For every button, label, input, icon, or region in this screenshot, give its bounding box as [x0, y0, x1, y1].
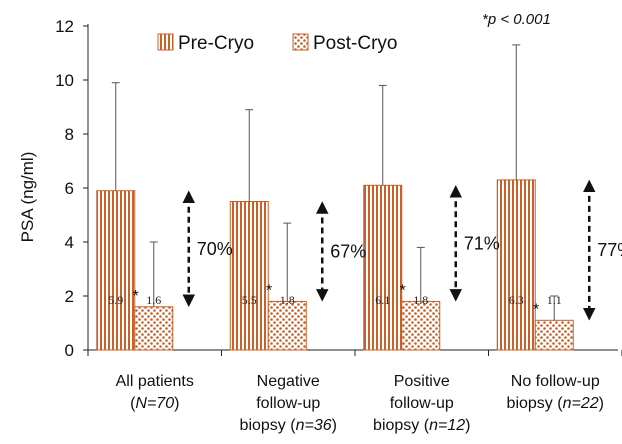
category-label-line: Positive — [394, 373, 450, 390]
data-label-post-cryo: 1.6 — [146, 293, 161, 307]
data-label-pre-cryo: 5.9 — [108, 293, 123, 307]
legend: Pre-Cryo Post-Cryo — [157, 33, 397, 54]
significance-star: * — [533, 301, 539, 318]
data-label-pre-cryo: 5.5 — [242, 293, 257, 307]
legend-swatch-post-cryo — [292, 33, 309, 51]
category-label-text: ( — [130, 395, 136, 412]
category-label: All patients (N=70) — [116, 373, 194, 412]
category-label-line: biopsy (n=22) — [507, 395, 604, 412]
category-label-line: biopsy (n=36) — [240, 417, 337, 434]
significance-star: * — [400, 282, 406, 299]
reduction-arrows — [182, 179, 596, 321]
category-label-text: ) — [174, 395, 179, 412]
category-label: Negative follow-up biopsy (n=36) — [240, 373, 337, 434]
reduction-percent: 77% — [597, 240, 622, 260]
data-label-pre-cryo: 6.1 — [375, 293, 390, 307]
bar-pre-cryo — [229, 201, 269, 351]
y-tick-label: 2 — [65, 287, 74, 306]
reduction-percent: 67% — [330, 241, 366, 261]
bar-post-cryo — [534, 319, 574, 351]
legend-swatch-pre-cryo — [157, 33, 174, 51]
category-label-line: Negative — [257, 373, 320, 390]
category-label-text: ) — [332, 417, 337, 434]
bars — [96, 179, 574, 351]
category-label: No follow-up biopsy (n=22) — [507, 373, 604, 412]
y-tick-label: 12 — [55, 17, 74, 36]
bar-pre-cryo — [96, 190, 136, 351]
significance-note: *p < 0.001 — [482, 11, 551, 28]
data-label-pre-cryo: 6.3 — [509, 293, 524, 307]
bar-post-cryo — [267, 300, 307, 351]
data-label-post-cryo: 1.8 — [280, 293, 295, 307]
y-tick-label: 8 — [65, 125, 74, 144]
axes: 0 2 4 6 8 10 12 — [55, 17, 622, 360]
labels: 5.9 1.6 * 70% All patients (N=70) 5.5 1.8 * 67% Ne… — [108, 233, 622, 434]
reduction-percent: 71% — [464, 233, 500, 253]
y-tick-label: 6 — [65, 179, 74, 198]
category-label-line: follow-up — [390, 395, 454, 412]
category-label-text: biopsy ( — [373, 417, 430, 434]
bar-pre-cryo — [496, 179, 536, 351]
category-label-line: All patients — [116, 373, 194, 390]
legend-label-pre-cryo: Pre-Cryo — [178, 33, 254, 54]
category-label-text: biopsy ( — [240, 417, 297, 434]
category-label-n: n=12 — [429, 417, 465, 434]
data-label-post-cryo: 1.8 — [413, 293, 428, 307]
category-label-text: biopsy ( — [507, 395, 564, 412]
legend-label-post-cryo: Post-Cryo — [313, 33, 397, 54]
significance-star: * — [266, 282, 272, 299]
y-tick-label: 10 — [55, 71, 74, 90]
category-label-line: No follow-up — [511, 373, 600, 390]
category-label-text: ) — [465, 417, 470, 434]
category-label: Positive follow-up biopsy (n=12) — [373, 373, 470, 434]
category-label-n: N=70 — [135, 395, 174, 412]
y-tick-label: 0 — [65, 341, 74, 360]
bar-post-cryo — [134, 306, 174, 351]
reduction-percent: 70% — [197, 239, 233, 259]
category-label-line: biopsy (n=12) — [373, 417, 470, 434]
error-bars — [111, 44, 559, 321]
bar-post-cryo — [401, 300, 441, 351]
category-label-line: follow-up — [256, 395, 320, 412]
y-axis-label: PSA (ng/ml) — [18, 152, 37, 243]
significance-star: * — [133, 288, 139, 305]
category-label-n: n=22 — [563, 395, 599, 412]
bar-pre-cryo — [363, 184, 403, 351]
category-label-text: ) — [599, 395, 604, 412]
category-label-n: n=36 — [296, 417, 332, 434]
y-tick-label: 4 — [65, 233, 74, 252]
category-label-line: (N=70) — [130, 395, 179, 412]
data-label-post-cryo: 1.1 — [547, 293, 562, 307]
